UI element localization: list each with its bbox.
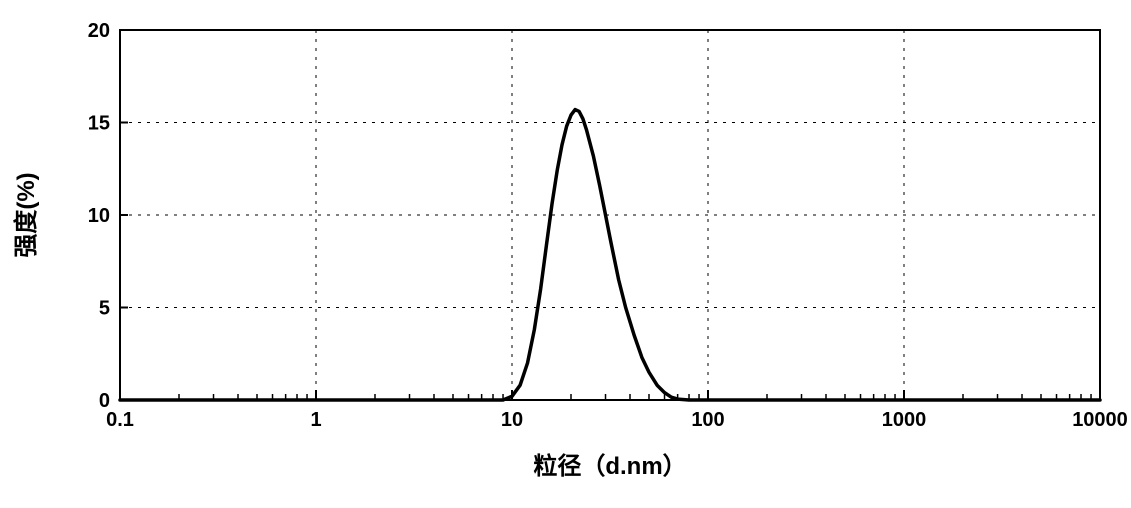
chart-canvas: 0.1 1 10 100 1000 10000 0 5 10 15 20 粒径（d.nm） 强度(%) (0, 0, 1131, 508)
svg-text:0: 0 (99, 390, 110, 412)
svg-text:5: 5 (99, 298, 110, 320)
svg-text:强度(%): 强度(%) (12, 172, 40, 257)
svg-text:1000: 1000 (882, 409, 927, 431)
particle-size-distribution-chart: 0.1 1 10 100 1000 10000 0 5 10 15 20 粒径（d.nm） 强度(%) (0, 0, 1131, 508)
svg-text:0.1: 0.1 (106, 409, 134, 431)
svg-text:100: 100 (691, 409, 724, 431)
svg-text:15: 15 (88, 113, 110, 135)
svg-text:10: 10 (501, 409, 523, 431)
svg-text:20: 20 (88, 20, 110, 42)
svg-text:10: 10 (88, 205, 110, 227)
svg-text:粒径（d.nm）: 粒径（d.nm） (533, 452, 686, 480)
svg-text:1: 1 (310, 409, 321, 431)
svg-text:10000: 10000 (1072, 409, 1128, 431)
